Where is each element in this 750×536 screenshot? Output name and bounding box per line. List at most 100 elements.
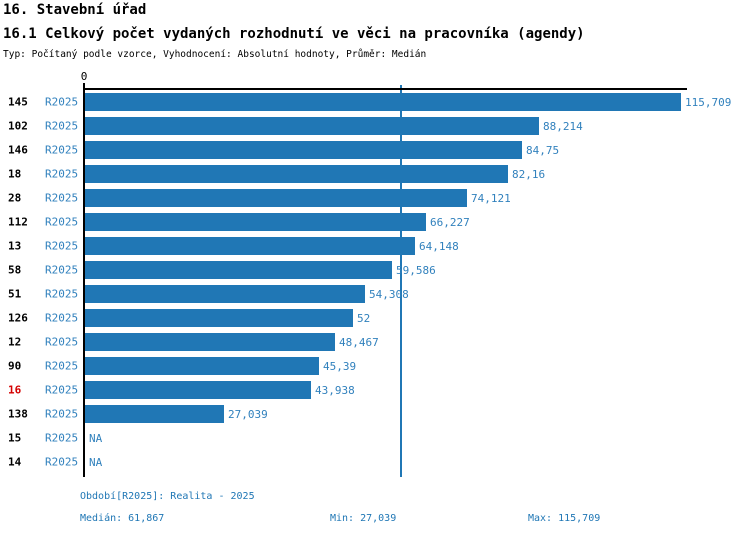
footer-min-label: Min: 27,039: [330, 513, 397, 524]
bar: [85, 237, 415, 255]
bar: [85, 117, 539, 135]
bar: [85, 381, 311, 399]
series-label: R2025: [45, 119, 79, 133]
value-label: 48,467: [339, 335, 379, 349]
value-label: 74,121: [471, 191, 511, 205]
value-label: 54,308: [369, 287, 409, 301]
category-label: 51: [8, 287, 22, 301]
category-label: 146: [8, 143, 28, 157]
value-label: 84,75: [526, 143, 560, 157]
category-label: 126: [8, 311, 28, 325]
bar-chart-rows: 145 R2025 115,709 102 R2025 88,214 146 R2025 84,…: [0, 90, 750, 474]
bar-row: 16 R2025 43,938: [0, 378, 750, 402]
value-label: NA: [89, 455, 103, 469]
value-label: 27,039: [228, 407, 268, 421]
bar: [85, 213, 426, 231]
series-label: R2025: [45, 239, 79, 253]
bar: [85, 141, 522, 159]
chart-meta-line: Typ: Počítaný podle vzorce, Vyhodnocení:…: [3, 49, 427, 60]
value-label: 88,214: [543, 119, 583, 133]
series-label: R2025: [45, 335, 79, 349]
value-label: 66,227: [430, 215, 470, 229]
chart-title: 16.1 Celkový počet vydaných rozhodnutí v…: [3, 26, 585, 42]
bar-track: 82,16: [85, 165, 545, 183]
bar-row: 126 R2025 52: [0, 306, 750, 330]
bar-track: 64,148: [85, 237, 459, 255]
series-label: R2025: [45, 431, 79, 445]
bar-track: 84,75: [85, 141, 559, 159]
bar-row: 15 R2025 NA: [0, 426, 750, 450]
bar-row: 102 R2025 88,214: [0, 114, 750, 138]
bar: [85, 405, 224, 423]
bar: [85, 93, 681, 111]
value-label: 52: [357, 311, 371, 325]
category-label: 15: [8, 431, 22, 445]
bar-track: NA: [85, 429, 102, 447]
bar-row: 28 R2025 74,121: [0, 186, 750, 210]
value-label: 115,709: [685, 95, 732, 109]
series-label: R2025: [45, 383, 79, 397]
axis-zero-tick-label: 0: [80, 70, 88, 83]
series-label: R2025: [45, 287, 79, 301]
bar: [85, 189, 467, 207]
bar-track: 27,039: [85, 405, 268, 423]
category-label: 102: [8, 119, 28, 133]
footer-median-label: Medián: 61,867: [80, 513, 165, 524]
bar-row: 51 R2025 54,308: [0, 282, 750, 306]
category-label: 16: [8, 383, 22, 397]
series-label: R2025: [45, 167, 79, 181]
series-label: R2025: [45, 143, 79, 157]
footer-period-label: Období[R2025]: Realita - 2025: [80, 491, 255, 502]
category-label: 58: [8, 263, 22, 277]
bar-track: 48,467: [85, 333, 379, 351]
bar-track: 88,214: [85, 117, 583, 135]
category-label: 18: [8, 167, 22, 181]
bar-track: 54,308: [85, 285, 409, 303]
series-label: R2025: [45, 407, 79, 421]
bar: [85, 333, 335, 351]
bar-row: 18 R2025 82,16: [0, 162, 750, 186]
bar-track: 115,709: [85, 93, 731, 111]
bar: [85, 261, 392, 279]
top-axis-line: [83, 88, 687, 90]
category-label: 12: [8, 335, 22, 349]
left-axis-line: [83, 83, 85, 477]
category-label: 28: [8, 191, 22, 205]
category-label: 145: [8, 95, 28, 109]
value-label: NA: [89, 431, 103, 445]
series-label: R2025: [45, 191, 79, 205]
bar-track: 43,938: [85, 381, 355, 399]
bar-row: 58 R2025 59,586: [0, 258, 750, 282]
bar-track: 74,121: [85, 189, 511, 207]
bar-row: 145 R2025 115,709: [0, 90, 750, 114]
series-label: R2025: [45, 359, 79, 373]
bar-row: 12 R2025 48,467: [0, 330, 750, 354]
category-label: 112: [8, 215, 28, 229]
bar-track: 52: [85, 309, 370, 327]
value-label: 59,586: [396, 263, 436, 277]
bar-row: 146 R2025 84,75: [0, 138, 750, 162]
series-label: R2025: [45, 215, 79, 229]
bar-row: 138 R2025 27,039: [0, 402, 750, 426]
category-label: 13: [8, 239, 22, 253]
median-reference-line: [400, 85, 402, 477]
series-label: R2025: [45, 95, 79, 109]
bar-track: 66,227: [85, 213, 470, 231]
value-label: 43,938: [315, 383, 355, 397]
category-label: 90: [8, 359, 22, 373]
footer-max-label: Max: 115,709: [528, 513, 601, 524]
bar: [85, 357, 319, 375]
value-label: 64,148: [419, 239, 459, 253]
bar-track: 45,39: [85, 357, 356, 375]
series-label: R2025: [45, 455, 79, 469]
category-label: 138: [8, 407, 28, 421]
bar: [85, 285, 365, 303]
series-label: R2025: [45, 311, 79, 325]
bar-row: 14 R2025 NA: [0, 450, 750, 474]
bar-track: 59,586: [85, 261, 436, 279]
bar: [85, 165, 508, 183]
series-label: R2025: [45, 263, 79, 277]
bar-track: NA: [85, 453, 102, 471]
bar: [85, 309, 353, 327]
